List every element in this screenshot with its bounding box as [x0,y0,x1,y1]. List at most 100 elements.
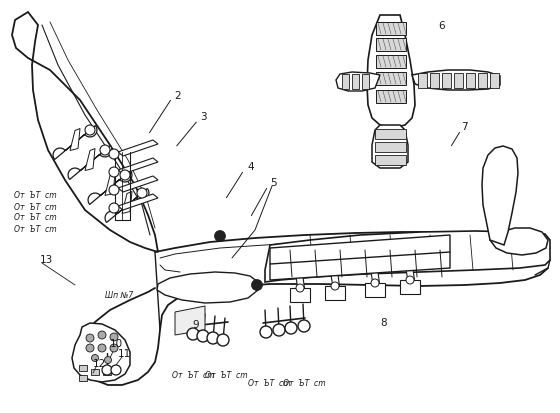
Polygon shape [270,235,450,280]
Circle shape [98,331,106,339]
Polygon shape [105,188,149,223]
Circle shape [406,276,414,284]
Polygon shape [118,158,158,174]
Text: От  ЪТ  cm: От ЪТ cm [14,202,57,211]
Text: 12: 12 [93,359,106,369]
Circle shape [110,333,118,341]
Circle shape [100,145,110,155]
Polygon shape [12,12,158,252]
Text: 5: 5 [270,178,277,188]
Polygon shape [367,15,415,128]
Polygon shape [295,270,305,292]
Circle shape [85,125,95,135]
Polygon shape [290,288,310,302]
Circle shape [98,344,106,352]
Text: От  ЪТ  cm: От ЪТ cm [14,192,57,200]
Circle shape [86,344,94,352]
Polygon shape [330,268,340,290]
Circle shape [285,322,297,334]
Polygon shape [490,73,499,88]
Text: От  ЪТ  cm: От ЪТ cm [14,225,57,233]
Polygon shape [175,306,205,335]
Text: 3: 3 [200,112,207,122]
Circle shape [187,328,199,340]
Polygon shape [91,369,99,375]
Polygon shape [412,70,500,90]
Polygon shape [118,194,158,210]
Text: От  ЪТ  cm: От ЪТ cm [14,214,57,223]
Polygon shape [68,145,112,180]
Circle shape [197,330,209,342]
Circle shape [86,334,94,342]
Text: От  ЪТ  cm: От ЪТ cm [205,372,248,380]
Text: Шп №7: Шп №7 [105,290,133,299]
Text: От  ЪТ  cm: От ЪТ cm [172,372,214,380]
Polygon shape [157,272,258,303]
Polygon shape [72,323,130,382]
Text: 8: 8 [380,318,386,328]
Circle shape [207,332,219,344]
Circle shape [217,334,229,346]
Polygon shape [118,176,158,192]
Circle shape [137,188,147,198]
Polygon shape [122,192,132,214]
Polygon shape [482,146,518,245]
Polygon shape [376,38,406,51]
Polygon shape [362,74,369,89]
Circle shape [214,230,226,242]
Text: От  ЪТ  cm: От ЪТ cm [248,380,291,389]
Circle shape [111,365,121,375]
Polygon shape [375,155,406,165]
Text: От  ЪТ  cm: От ЪТ cm [283,380,325,389]
Polygon shape [85,149,95,171]
Polygon shape [376,55,406,68]
Circle shape [91,354,99,361]
Circle shape [105,356,111,363]
Polygon shape [342,74,349,89]
Polygon shape [375,129,406,139]
Polygon shape [103,369,111,375]
Text: 7: 7 [461,122,468,132]
Polygon shape [325,286,345,300]
Polygon shape [418,73,427,88]
Circle shape [331,282,339,290]
Polygon shape [79,375,87,381]
Polygon shape [352,74,359,89]
Circle shape [109,185,119,195]
Polygon shape [336,72,380,91]
Text: 9: 9 [192,320,199,330]
Circle shape [273,324,285,336]
Polygon shape [265,231,550,282]
Polygon shape [370,265,380,287]
Text: 13: 13 [40,255,53,265]
Text: 2: 2 [174,91,181,101]
Polygon shape [88,171,132,204]
Polygon shape [376,72,406,85]
Polygon shape [454,73,463,88]
Polygon shape [442,73,451,88]
Polygon shape [105,173,115,195]
Polygon shape [79,365,87,371]
Text: 6: 6 [438,21,445,31]
Circle shape [109,203,119,213]
Circle shape [251,280,263,290]
Circle shape [120,170,130,180]
Polygon shape [405,262,415,284]
Polygon shape [376,90,406,103]
Circle shape [109,149,119,159]
Polygon shape [478,73,487,88]
Polygon shape [375,142,406,152]
Polygon shape [372,125,408,168]
Text: 4: 4 [247,162,254,172]
Circle shape [102,365,112,375]
Polygon shape [400,280,420,294]
Polygon shape [466,73,475,88]
Text: 11: 11 [118,349,131,359]
Polygon shape [490,228,548,255]
Circle shape [371,279,379,287]
Polygon shape [70,128,80,150]
Polygon shape [53,126,97,159]
Polygon shape [118,140,158,156]
Text: 10: 10 [110,339,123,349]
Circle shape [109,167,119,177]
